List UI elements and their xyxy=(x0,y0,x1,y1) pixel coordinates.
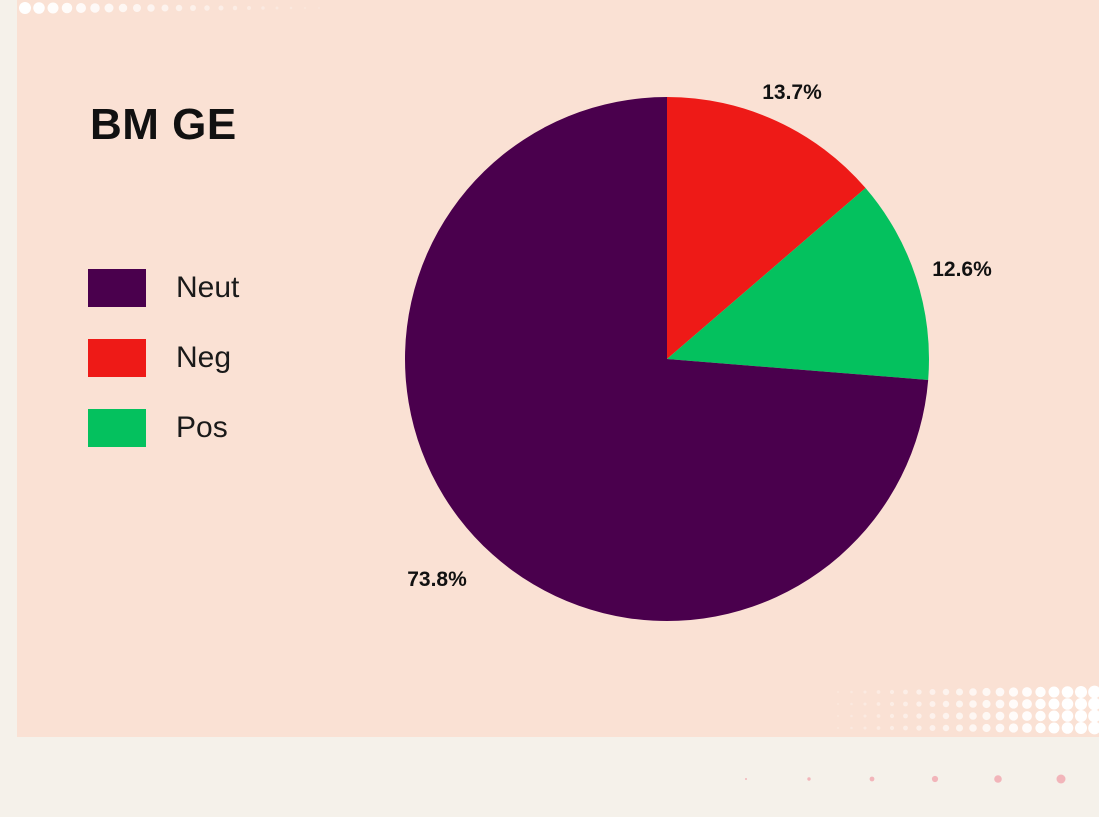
pie-slice-neut xyxy=(404,97,929,621)
pie-slice-pos xyxy=(667,188,929,380)
chart-title: BM GE xyxy=(90,100,237,149)
legend-swatch-pos xyxy=(88,409,146,447)
legend-label-neg: Neg xyxy=(176,341,232,374)
dot-pattern-decoration xyxy=(745,774,1066,784)
legend-label-neut: Neut xyxy=(176,271,240,304)
legend-label-pos: Pos xyxy=(176,411,228,444)
dot-pattern-decoration xyxy=(837,685,1099,735)
legend-swatch-neg xyxy=(88,339,146,377)
legend-swatch-neut xyxy=(88,269,146,307)
dot-pattern-decoration xyxy=(19,2,320,14)
data-label-neut: 73.8% xyxy=(407,568,467,591)
pie-slice-neg xyxy=(667,97,866,359)
data-label-neg: 13.7% xyxy=(762,81,822,104)
data-label-pos: 12.6% xyxy=(932,258,992,281)
